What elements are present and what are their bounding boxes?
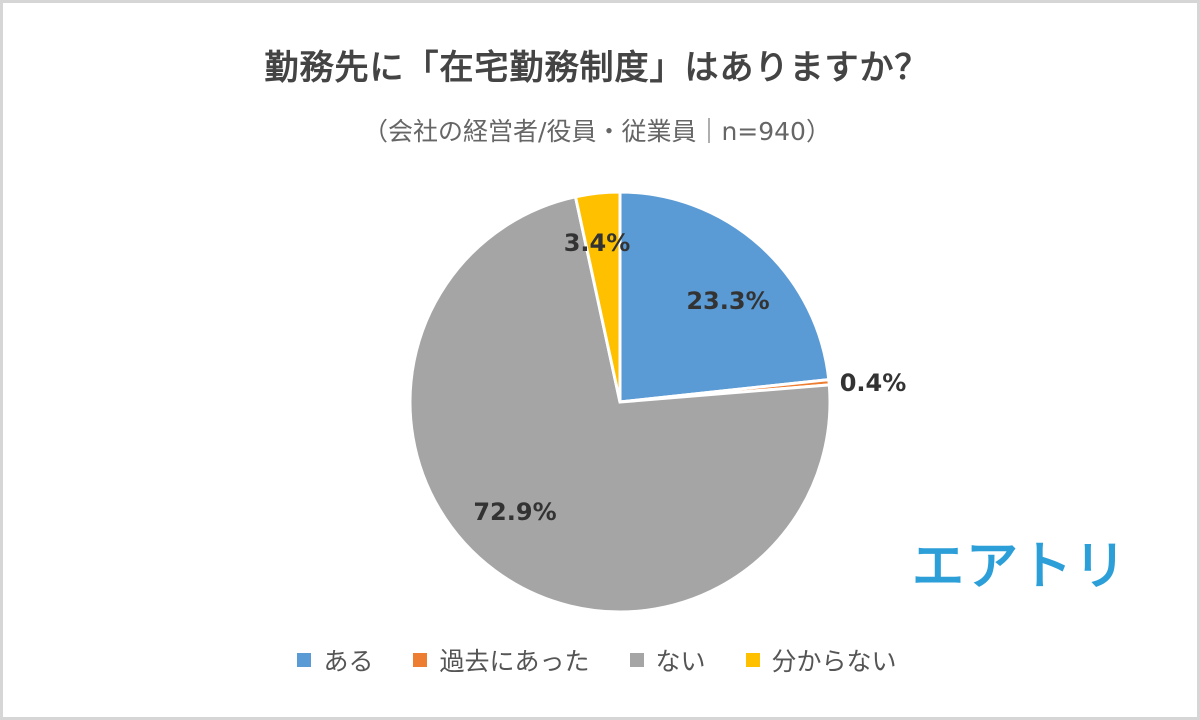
brand-logo: エアトリ	[912, 537, 1129, 597]
legend-swatch	[745, 653, 760, 667]
pie-slice-1	[618, 190, 831, 404]
slice-label-4: 3.4%	[564, 229, 631, 257]
legend-label: ない	[655, 647, 706, 676]
legend-item-2: 過去にあった	[413, 642, 590, 678]
legend-label: 分からない	[771, 647, 897, 676]
pie-slice-4	[573, 190, 622, 403]
slice-label-1: 23.3%	[686, 287, 769, 315]
legend-item-4: 分からない	[745, 642, 897, 678]
slice-label-2: 0.4%	[840, 369, 907, 397]
chart-legend: ある 過去にあった ない 分からない	[0, 642, 1194, 678]
legend-item-3: ない	[629, 642, 706, 678]
chart-title: 勤務先に「在宅勤務制度」はありますか？	[264, 48, 930, 88]
slice-label-3: 72.9%	[473, 498, 556, 526]
legend-label: ある	[323, 647, 374, 676]
legend-item-1: ある	[297, 642, 373, 678]
legend-swatch	[413, 653, 428, 667]
pie-slice-3	[408, 194, 832, 614]
legend-swatch	[629, 653, 644, 667]
legend-label: 過去にあった	[439, 647, 590, 676]
chart-subtitle: （会社の経営者/役員・従業員｜n=940）	[363, 117, 831, 146]
legend-swatch	[297, 653, 312, 667]
